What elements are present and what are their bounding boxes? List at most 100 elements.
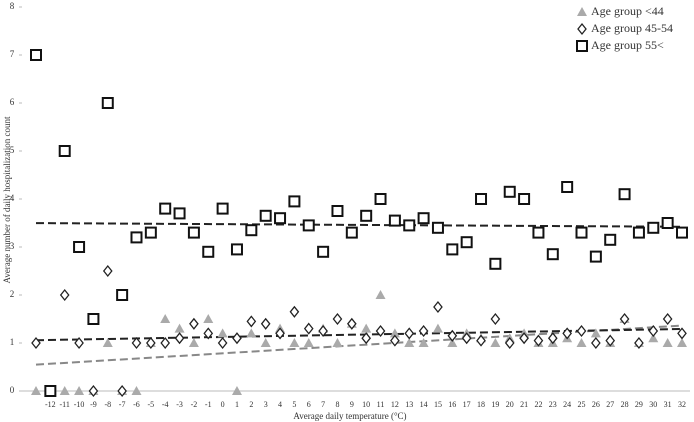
point: [31, 386, 41, 395]
point: [44, 385, 57, 397]
point: [74, 386, 85, 395]
point: [388, 214, 401, 227]
point: [231, 386, 242, 395]
point: [446, 243, 459, 256]
point: [203, 314, 214, 323]
point: [31, 336, 41, 350]
point: [632, 226, 645, 239]
point: [417, 212, 430, 225]
point: [404, 327, 415, 340]
point: [203, 327, 214, 340]
point: [217, 328, 228, 338]
point: [389, 328, 400, 338]
x-tick-label: -4: [162, 400, 169, 409]
point: [618, 188, 631, 201]
point: [547, 332, 558, 345]
point: [245, 224, 258, 237]
point: [634, 336, 644, 350]
point: [59, 288, 70, 302]
point: [73, 241, 86, 253]
point: [202, 245, 215, 258]
x-tick-label: 11: [377, 400, 385, 409]
x-tick-label: 27: [606, 400, 614, 409]
x-tick-label: 22: [534, 400, 542, 409]
point: [605, 334, 616, 347]
point: [361, 332, 372, 345]
x-tick-label: 1: [235, 400, 239, 409]
x-tick-label: 16: [448, 400, 456, 409]
point: [303, 338, 314, 347]
point: [302, 219, 315, 232]
point: [677, 327, 687, 340]
point: [619, 312, 630, 326]
x-tick-label: 32: [678, 400, 686, 409]
y-tick-label: 6: [10, 97, 15, 107]
point: [447, 338, 458, 347]
point: [58, 145, 71, 157]
x-tick-label: 25: [578, 400, 586, 409]
legend-marker: [577, 22, 587, 36]
legend-label: Age group <44: [591, 4, 664, 18]
x-tick-label: 7: [321, 400, 325, 409]
point: [533, 334, 544, 347]
point: [174, 332, 185, 345]
x-axis-label: Average daily temperature (°C): [293, 411, 406, 421]
point: [431, 221, 444, 234]
point: [447, 329, 458, 342]
point: [476, 334, 486, 347]
point: [144, 226, 157, 239]
point: [418, 338, 429, 347]
x-tick-label: -7: [119, 400, 126, 409]
point: [260, 338, 271, 347]
point: [260, 317, 271, 330]
point: [589, 250, 602, 263]
y-tick-label: 5: [10, 145, 15, 155]
point: [232, 332, 242, 345]
point: [576, 324, 587, 338]
point: [173, 207, 186, 220]
point: [432, 323, 443, 333]
point: [131, 386, 142, 395]
point: [116, 289, 129, 301]
point: [418, 324, 429, 338]
x-tick-label: 28: [621, 400, 629, 409]
point: [489, 257, 502, 270]
point: [130, 231, 143, 244]
x-tick-label: 29: [635, 400, 643, 409]
y-tick-label: 7: [10, 49, 15, 59]
trend-line: [35, 222, 683, 228]
point: [360, 209, 373, 222]
x-tick-label: 17: [463, 400, 471, 409]
point: [159, 202, 172, 215]
point: [274, 212, 287, 225]
point: [74, 336, 84, 350]
x-tick-label: 23: [549, 400, 557, 409]
point: [575, 226, 588, 239]
point: [346, 317, 357, 330]
point: [662, 312, 673, 326]
x-tick-label: -6: [133, 400, 140, 409]
legend-label: Age group 45-54: [591, 21, 673, 35]
x-tick-label: 5: [292, 400, 296, 409]
y-tick-label: 8: [10, 1, 15, 11]
x-tick-label: 6: [307, 400, 311, 409]
x-tick-label: 19: [491, 400, 499, 409]
x-tick-label: -9: [90, 400, 97, 409]
x-tick-label: 2: [249, 400, 253, 409]
point: [562, 327, 572, 340]
point: [288, 195, 301, 208]
point: [174, 323, 185, 333]
x-tick-label: 18: [477, 400, 485, 409]
x-tick-label: 20: [506, 400, 514, 409]
y-tick-label: 2: [10, 289, 15, 299]
point: [648, 324, 659, 338]
y-tick-label: 1: [10, 337, 15, 347]
point: [332, 312, 343, 326]
x-tick-label: 14: [420, 400, 428, 409]
point: [117, 384, 127, 398]
point: [661, 217, 674, 229]
legend-marker: [576, 40, 588, 52]
x-tick-label: -12: [45, 400, 56, 409]
point: [518, 193, 531, 205]
x-tick-label: 9: [350, 400, 354, 409]
